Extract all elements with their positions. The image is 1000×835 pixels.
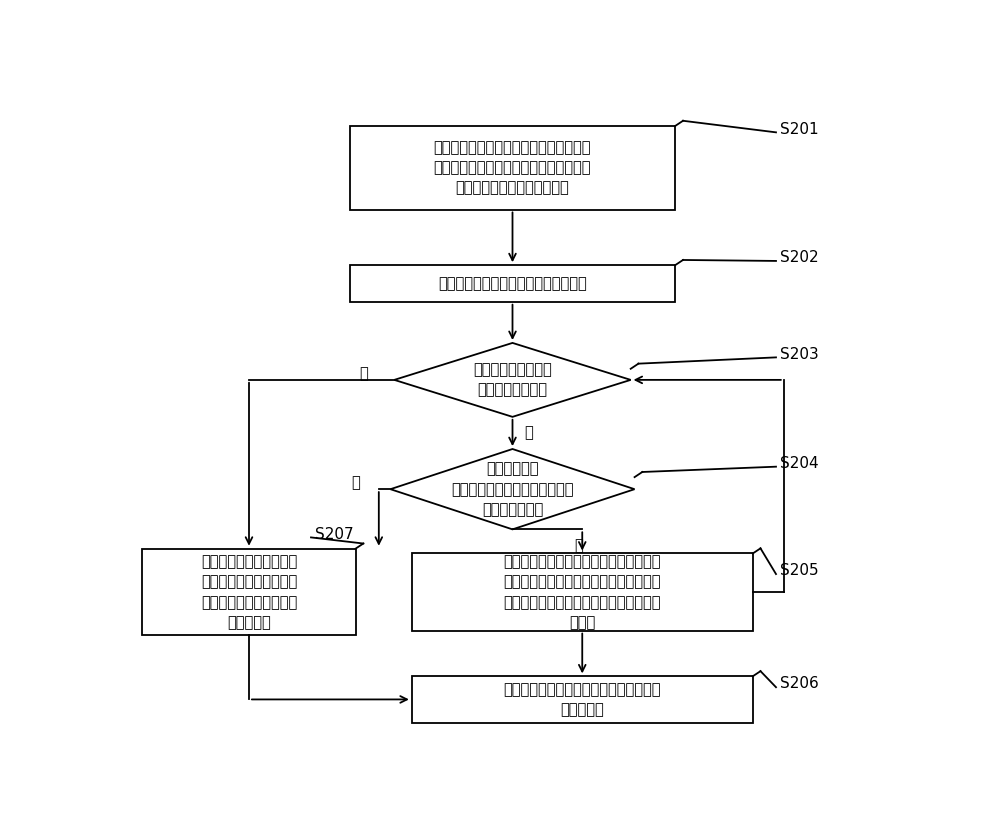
Polygon shape xyxy=(390,449,635,529)
FancyBboxPatch shape xyxy=(412,676,753,722)
FancyBboxPatch shape xyxy=(142,549,356,635)
Text: S201: S201 xyxy=(780,122,818,137)
Text: 获取数据表的作业计划列表，该作业计划
列表包括多个作业计划，多个作业计划中
每个作业计划对应有数据文件: 获取数据表的作业计划列表，该作业计划 列表包括多个作业计划，多个作业计划中 每个… xyxy=(434,139,591,195)
Text: 根据目标作业计划对应的
数据文件进行数据装载，
并将目标作业计划的状态
记录为完成: 根据目标作业计划对应的 数据文件进行数据装载， 并将目标作业计划的状态 记录为完… xyxy=(201,554,297,630)
Text: 否: 否 xyxy=(524,425,533,440)
FancyBboxPatch shape xyxy=(350,126,675,210)
Text: S204: S204 xyxy=(780,456,818,471)
Text: 目标作业计划对应的
数据文件是否存在: 目标作业计划对应的 数据文件是否存在 xyxy=(473,362,552,397)
Text: S205: S205 xyxy=(780,564,818,579)
Text: 是: 是 xyxy=(359,366,368,381)
FancyBboxPatch shape xyxy=(412,554,753,630)
Text: 否: 否 xyxy=(352,475,360,490)
FancyBboxPatch shape xyxy=(350,266,675,301)
Text: 在多个作业计划中，确定目标作业计划: 在多个作业计划中，确定目标作业计划 xyxy=(438,276,587,291)
Text: 是: 是 xyxy=(574,538,583,553)
Text: 目标作业计划
对应的数据文件的等待时间小于
或等于预设时间: 目标作业计划 对应的数据文件的等待时间小于 或等于预设时间 xyxy=(451,461,574,517)
Text: S203: S203 xyxy=(780,347,819,362)
Text: S207: S207 xyxy=(315,527,354,542)
Text: S202: S202 xyxy=(780,250,818,266)
Text: 将目标作业计划的状态记录为超时，并发
送告警信息: 将目标作业计划的状态记录为超时，并发 送告警信息 xyxy=(504,681,661,717)
Text: S206: S206 xyxy=(780,676,819,691)
Text: 在数据表的预设装载策略指示能够跳过目
标作业计划的情况下，跳过目标作业计划
，并在多个作业计划中，确定新的目标作
业计划: 在数据表的预设装载策略指示能够跳过目 标作业计划的情况下，跳过目标作业计划 ，并… xyxy=(504,554,661,630)
Polygon shape xyxy=(394,343,631,417)
